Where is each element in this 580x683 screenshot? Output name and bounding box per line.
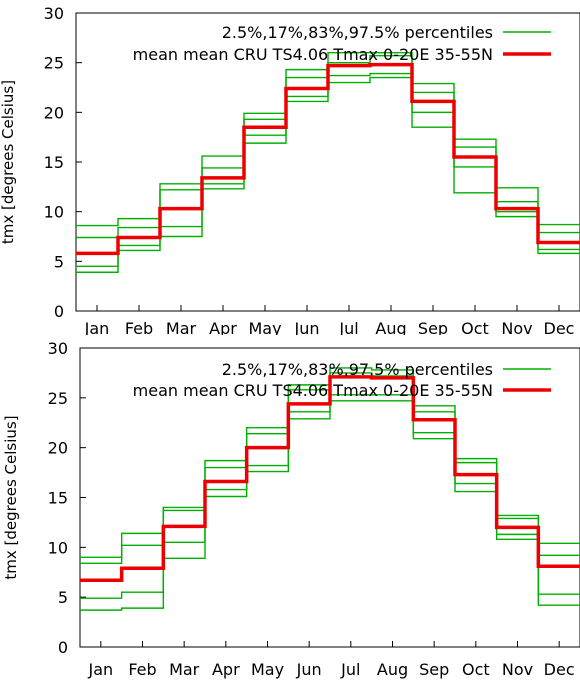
- legend-label: mean mean CRU TS4.06 Tmax 0-20E 35-55N: [133, 45, 493, 64]
- x-tick-label: Sep: [419, 660, 449, 679]
- y-tick-label: 15: [44, 153, 64, 172]
- y-tick-label: 25: [44, 54, 64, 73]
- legend-label: 2.5%,17%,83%,97.5% percentiles: [222, 360, 493, 379]
- x-tick-label: Apr: [212, 660, 240, 679]
- x-tick-label: Jul: [338, 319, 358, 335]
- x-tick-label: Sep: [418, 319, 448, 335]
- y-tick-label: 5: [54, 252, 64, 271]
- y-tick-label: 10: [48, 538, 68, 557]
- x-tick-label: Dec: [544, 319, 575, 335]
- x-tick-label: May: [248, 319, 281, 335]
- y-axis-label: tmx [degrees Celsius]: [2, 415, 20, 579]
- y-tick-label: 0: [58, 638, 68, 657]
- x-tick-label: Nov: [502, 660, 533, 679]
- chart-top: 0 5 10 15 20 25 30 Jan Feb Mar Apr May Jun Jul Aug Sep O…: [0, 4, 580, 335]
- percentile-step-line: [76, 76, 580, 273]
- x-tick-label: Oct: [462, 660, 490, 679]
- x-tick-label: Jan: [84, 319, 110, 335]
- x-tick-label: Feb: [128, 660, 156, 679]
- y-tick-label: 20: [48, 439, 68, 458]
- x-tick-label: Jun: [296, 660, 322, 679]
- x-tick-label: Oct: [461, 319, 489, 335]
- y-axis-label: tmx [degrees Celsius]: [0, 80, 17, 244]
- y-tick-label: 20: [44, 103, 64, 122]
- y-tick-label: 25: [48, 389, 68, 408]
- y-tick-label: 30: [44, 4, 64, 23]
- x-tick-label: Nov: [501, 319, 532, 335]
- mean-step-line: [76, 62, 580, 256]
- x-tick-label: Jul: [340, 660, 360, 679]
- x-tick-label: Feb: [125, 319, 153, 335]
- x-tick-label: Jun: [294, 319, 320, 335]
- x-tick-label: Aug: [375, 319, 406, 335]
- y-tick-label: 15: [48, 489, 68, 508]
- y-tick-label: 30: [48, 339, 68, 358]
- y-tick-label: 0: [54, 302, 64, 321]
- chart-bottom: 0 5 10 15 20 25 30 Jan Feb Mar Apr May Jun Jul Aug Sep O…: [2, 339, 580, 679]
- x-tick-label: Apr: [209, 319, 237, 335]
- x-tick-label: Jan: [87, 660, 113, 679]
- mean-step-line: [80, 375, 580, 582]
- x-tick-label: May: [251, 660, 284, 679]
- legend-label: 2.5%,17%,83%,97.5% percentiles: [222, 23, 493, 42]
- y-tick-label: 5: [58, 588, 68, 607]
- x-tick-label: Mar: [166, 319, 197, 335]
- percentile-step-line: [80, 400, 580, 611]
- x-tick-label: Mar: [169, 660, 200, 679]
- legend-label: mean mean CRU TS4.06 Tmax 0-20E 35-55N: [133, 381, 493, 400]
- y-tick-label: 10: [44, 203, 64, 222]
- x-tick-label: Aug: [377, 660, 408, 679]
- x-tick-label: Dec: [544, 660, 575, 679]
